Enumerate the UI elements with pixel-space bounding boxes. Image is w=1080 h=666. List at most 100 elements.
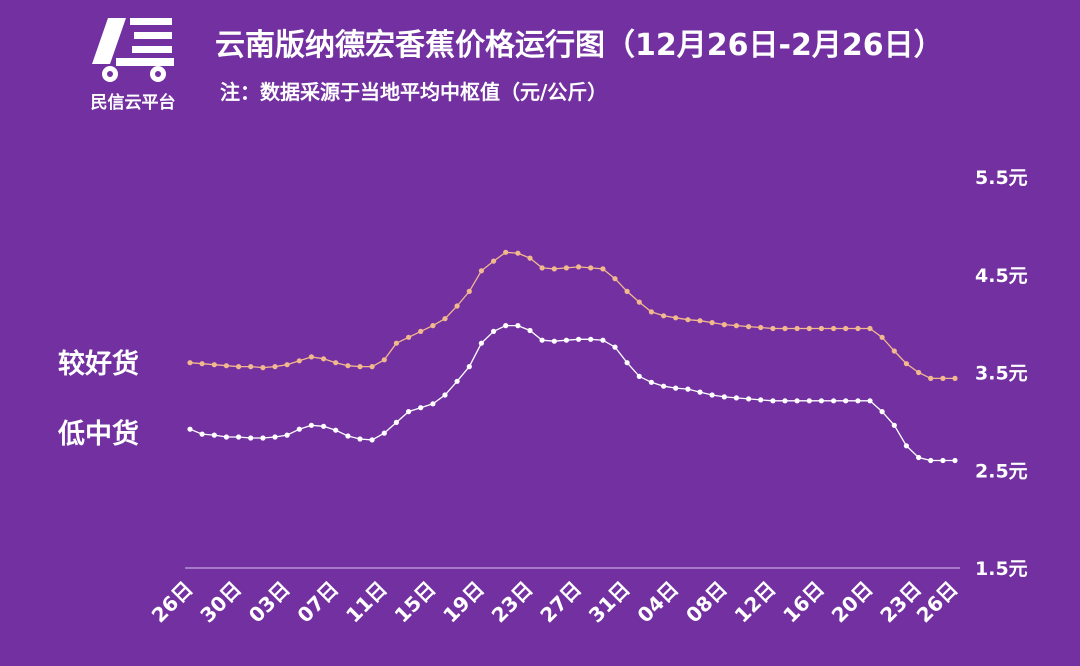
data-point — [466, 364, 472, 370]
data-point — [600, 337, 606, 343]
data-point — [527, 327, 533, 334]
data-point — [636, 373, 642, 379]
data-point — [406, 409, 412, 415]
data-point — [758, 397, 764, 403]
data-point — [199, 361, 205, 367]
data-point — [527, 255, 533, 261]
data-point — [770, 325, 776, 332]
data-point — [272, 434, 278, 440]
data-point — [843, 398, 849, 404]
data-point — [818, 398, 825, 404]
data-point — [442, 316, 448, 322]
data-point — [758, 324, 764, 331]
data-point — [940, 375, 946, 381]
data-point — [357, 364, 363, 370]
y-tick-label: 5.5元 — [975, 167, 1028, 189]
data-point — [539, 265, 545, 271]
data-point — [952, 457, 958, 464]
data-point — [855, 398, 861, 404]
data-point — [248, 435, 254, 441]
x-tick-label: 08日 — [681, 577, 732, 628]
data-point — [867, 325, 873, 332]
data-point — [333, 360, 339, 366]
data-point — [211, 362, 217, 368]
data-point — [393, 340, 399, 346]
data-point — [588, 265, 594, 271]
x-tick-label: 03日 — [244, 577, 295, 628]
data-point — [406, 334, 412, 340]
x-tick-label: 12日 — [730, 577, 781, 628]
data-point — [284, 432, 290, 438]
data-point — [903, 361, 910, 367]
series-line-good — [189, 251, 955, 380]
data-point — [211, 432, 217, 438]
data-point — [661, 383, 667, 389]
data-point — [478, 340, 484, 346]
data-point — [794, 325, 800, 332]
data-point — [503, 249, 509, 255]
data-point — [576, 336, 582, 342]
data-point — [673, 385, 679, 391]
data-point — [794, 398, 800, 404]
x-tick-label: 07日 — [292, 577, 343, 628]
data-point — [296, 426, 302, 432]
data-point — [454, 303, 460, 309]
data-point — [345, 433, 351, 439]
data-point — [940, 457, 946, 464]
data-point — [478, 268, 484, 274]
data-point — [381, 357, 387, 363]
truck-icon — [92, 18, 174, 82]
data-point — [199, 431, 205, 437]
data-point — [831, 398, 837, 404]
data-point — [928, 375, 934, 381]
data-point — [733, 395, 740, 401]
data-point — [369, 437, 375, 443]
x-tick-label: 27日 — [535, 577, 586, 628]
data-point — [296, 358, 302, 364]
data-point — [260, 365, 266, 371]
data-point — [563, 265, 570, 271]
data-point — [903, 443, 910, 449]
data-point — [782, 325, 788, 332]
data-point — [818, 325, 825, 332]
data-point — [673, 315, 679, 321]
data-point — [539, 337, 545, 343]
data-point — [503, 323, 509, 329]
data-point — [223, 363, 229, 369]
logo-text: 民信云平台 — [90, 93, 176, 113]
x-tick-label: 26日 — [912, 577, 963, 628]
data-point — [308, 422, 314, 428]
data-point — [697, 318, 703, 324]
x-tick-label: 04日 — [632, 577, 683, 628]
data-point — [782, 398, 788, 404]
data-point — [600, 266, 606, 272]
chart-subtitle: 注：数据采源于当地平均中枢值（元/公斤） — [220, 80, 608, 104]
data-point — [369, 364, 375, 370]
data-point — [697, 389, 703, 395]
data-point — [223, 434, 229, 440]
data-point — [624, 360, 630, 366]
data-point — [612, 344, 618, 350]
data-point — [454, 378, 460, 384]
data-point — [321, 356, 327, 362]
data-point — [891, 422, 897, 428]
data-point — [345, 363, 351, 369]
x-tick-label: 23日 — [487, 577, 538, 628]
data-point — [236, 434, 242, 440]
series-line-low — [189, 324, 955, 462]
data-point — [418, 405, 424, 411]
y-tick-label: 4.5元 — [975, 265, 1028, 287]
data-point — [308, 354, 314, 360]
data-point — [733, 323, 740, 329]
logo: 民信云平台 — [78, 12, 188, 113]
data-point — [491, 258, 497, 264]
data-point — [430, 401, 436, 407]
data-point — [357, 436, 363, 442]
data-point — [685, 386, 691, 392]
data-point — [891, 348, 897, 354]
x-tick-label: 16日 — [778, 577, 829, 628]
data-point — [806, 398, 812, 404]
x-tick-label: 19日 — [438, 577, 489, 628]
data-point — [879, 409, 885, 415]
